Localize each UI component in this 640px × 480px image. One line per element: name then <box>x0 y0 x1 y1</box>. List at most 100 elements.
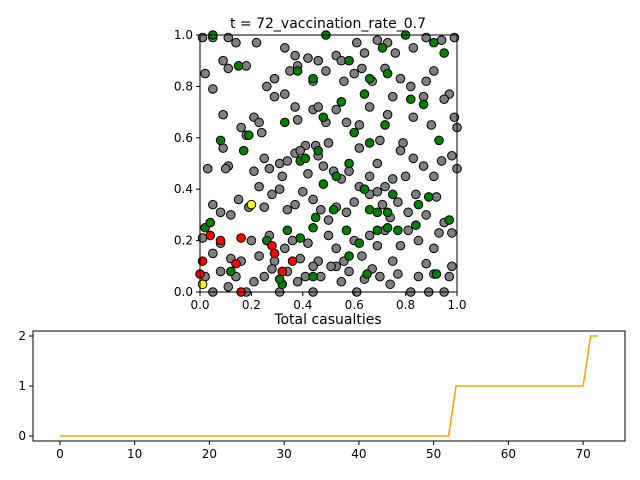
scatter-point-susceptible <box>375 135 385 146</box>
scatter-point-vaccinated <box>308 222 318 233</box>
scatter-point-susceptible <box>434 228 444 238</box>
scatter-point-vaccinated <box>233 61 244 71</box>
scatter-point-susceptible <box>359 48 370 58</box>
casualties-x-axis: 0 10 20 30 40 50 60 70 <box>56 441 591 461</box>
scatter-point-susceptible <box>341 117 352 128</box>
scatter-point-susceptible <box>408 43 419 53</box>
scatter-point-vaccinated <box>318 112 329 123</box>
scatter-point-susceptible <box>400 171 411 182</box>
scatter-point-susceptible <box>223 63 234 74</box>
scatter-point-vaccinated <box>359 89 370 99</box>
scatter-point-susceptible <box>364 171 375 182</box>
scatter-point-vaccinated <box>344 55 354 66</box>
scatter-point-vaccinated <box>344 158 354 169</box>
scatter-point-vaccinated <box>313 145 324 156</box>
scatter-point-vaccinated <box>238 145 249 156</box>
scatter-point-susceptible <box>354 120 365 130</box>
scatter-point-susceptible <box>364 230 375 241</box>
scatter-point-susceptible <box>259 271 270 282</box>
scatter-point-susceptible <box>321 66 331 76</box>
scatter-point-susceptible <box>403 225 413 236</box>
casualties-chart: Total casualties 0 10 20 30 40 50 60 70 0 1 2 <box>18 312 626 461</box>
scatter-point-susceptible <box>447 228 457 238</box>
scatter-point-susceptible <box>218 55 228 66</box>
scatter-point-susceptible <box>403 207 413 218</box>
scatter-point-vaccinated <box>382 68 393 79</box>
scatter-point-vaccinated <box>372 225 383 236</box>
scatter-point-susceptible <box>426 120 437 130</box>
scatter-points <box>195 30 462 297</box>
scatter-point-susceptible <box>387 174 398 184</box>
scatter-point-susceptible <box>254 181 264 192</box>
scatter-point-susceptible <box>354 143 365 153</box>
scatter-point-susceptible <box>292 276 303 287</box>
scatter-point-susceptible <box>303 53 313 63</box>
scatter-point-susceptible <box>303 238 313 248</box>
scatter-point-susceptible <box>421 258 431 269</box>
scatter-point-susceptible <box>372 35 383 45</box>
scatter-point-susceptible <box>223 282 234 292</box>
scatter-point-vaccinated <box>434 135 444 146</box>
scatter-point-susceptible <box>326 261 336 272</box>
scatter-point-susceptible <box>298 186 308 197</box>
scatter-point-infected <box>236 233 246 243</box>
scatter-point-vaccinated <box>280 117 290 128</box>
casualties-line-layer <box>59 335 599 437</box>
scatter-point-susceptible <box>280 43 290 53</box>
scatter-point-susceptible <box>264 163 275 174</box>
scatter-point-susceptible <box>405 81 416 92</box>
scatter-point-infected <box>215 235 226 246</box>
scatter-point-susceptible <box>390 48 401 58</box>
casualties-x-tick-label: 20 <box>202 447 217 461</box>
scatter-point-susceptible <box>429 171 439 182</box>
scatter-point-susceptible <box>269 91 280 102</box>
scatter-point-vaccinated <box>336 97 347 107</box>
casualties-x-tick-label: 50 <box>426 447 441 461</box>
scatter-point-susceptible <box>377 199 388 210</box>
scatter-point-susceptible <box>411 189 421 200</box>
scatter-point-susceptible <box>331 243 342 254</box>
casualties-y-tick-label: 2 <box>18 329 26 343</box>
scatter-point-infected <box>269 248 280 259</box>
scatter-point-susceptible <box>313 102 324 112</box>
scatter-point-infected <box>287 256 298 266</box>
scatter-point-susceptible <box>308 194 318 205</box>
scatter-y-tick-label: 0.0 <box>174 285 193 299</box>
scatter-point-susceptible <box>436 156 447 166</box>
scatter-point-susceptible <box>408 153 419 164</box>
scatter-x-tick-label: 0.4 <box>293 298 312 312</box>
scatter-point-vaccinated <box>444 215 455 225</box>
scatter-point-vaccinated <box>300 153 311 164</box>
scatter-point-vaccinated <box>205 217 216 228</box>
scatter-point-susceptible <box>444 271 455 282</box>
scatter-point-susceptible <box>395 145 406 156</box>
scatter-x-tick-label: 1.0 <box>447 298 466 312</box>
scatter-point-vaccinated <box>411 220 421 230</box>
scatter-point-vaccinated <box>439 48 449 58</box>
scatter-point-exposed <box>246 199 257 210</box>
casualties-x-tick-label: 30 <box>277 447 292 461</box>
scatter-point-susceptible <box>387 91 398 102</box>
scatter-point-vaccinated <box>282 225 293 236</box>
scatter-point-susceptible <box>331 104 342 115</box>
scatter-point-susceptible <box>277 171 288 182</box>
scatter-point-susceptible <box>323 138 334 148</box>
scatter-point-susceptible <box>218 109 228 120</box>
scatter-point-susceptible <box>393 197 403 207</box>
casualties-series-line <box>59 335 599 437</box>
scatter-point-susceptible <box>282 204 293 215</box>
scatter-point-vaccinated <box>364 73 375 84</box>
scatter-point-susceptible <box>344 266 354 277</box>
scatter-point-vaccinated <box>226 266 236 277</box>
scatter-point-susceptible <box>208 248 218 259</box>
scatter-point-infected <box>231 258 241 269</box>
casualties-x-tick-label: 60 <box>501 447 516 461</box>
scatter-point-vaccinated <box>382 207 393 218</box>
scatter-point-susceptible <box>202 163 213 174</box>
scatter-point-vaccinated <box>380 120 390 130</box>
scatter-point-susceptible <box>385 279 395 290</box>
scatter-axes-frame <box>199 34 458 293</box>
scatter-point-susceptible <box>421 76 431 87</box>
scatter-point-infected <box>205 230 216 241</box>
